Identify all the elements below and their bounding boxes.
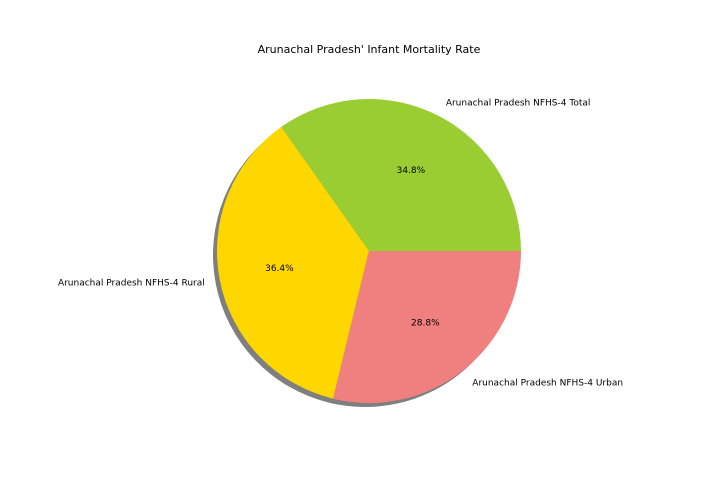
pie-slice-arunachal-pradesh-nfhs-4-total	[281, 99, 521, 252]
chart-title: Arunachal Pradesh' Infant Mortality Rate	[258, 43, 481, 56]
pie-slice-arunachal-pradesh-nfhs-4-urban	[333, 251, 521, 403]
slice-percent-arunachal-pradesh-nfhs-4-total: 34.8%	[397, 166, 426, 176]
pie-label-layer: Arunachal Pradesh NFHS-4 Total 34.8% Aruna…	[58, 99, 623, 389]
slice-label-arunachal-pradesh-nfhs-4-total: Arunachal Pradesh NFHS-4 Total	[446, 99, 591, 109]
slice-percent-arunachal-pradesh-nfhs-4-rural: 36.4%	[265, 264, 294, 274]
slice-label-arunachal-pradesh-nfhs-4-urban: Arunachal Pradesh NFHS-4 Urban	[472, 378, 623, 388]
pie-slice-arunachal-pradesh-nfhs-4-rural	[217, 126, 369, 399]
pie-slice-layer	[217, 99, 521, 403]
slice-label-arunachal-pradesh-nfhs-4-rural: Arunachal Pradesh NFHS-4 Rural	[58, 278, 205, 288]
slice-percent-arunachal-pradesh-nfhs-4-urban: 28.8%	[411, 319, 440, 329]
